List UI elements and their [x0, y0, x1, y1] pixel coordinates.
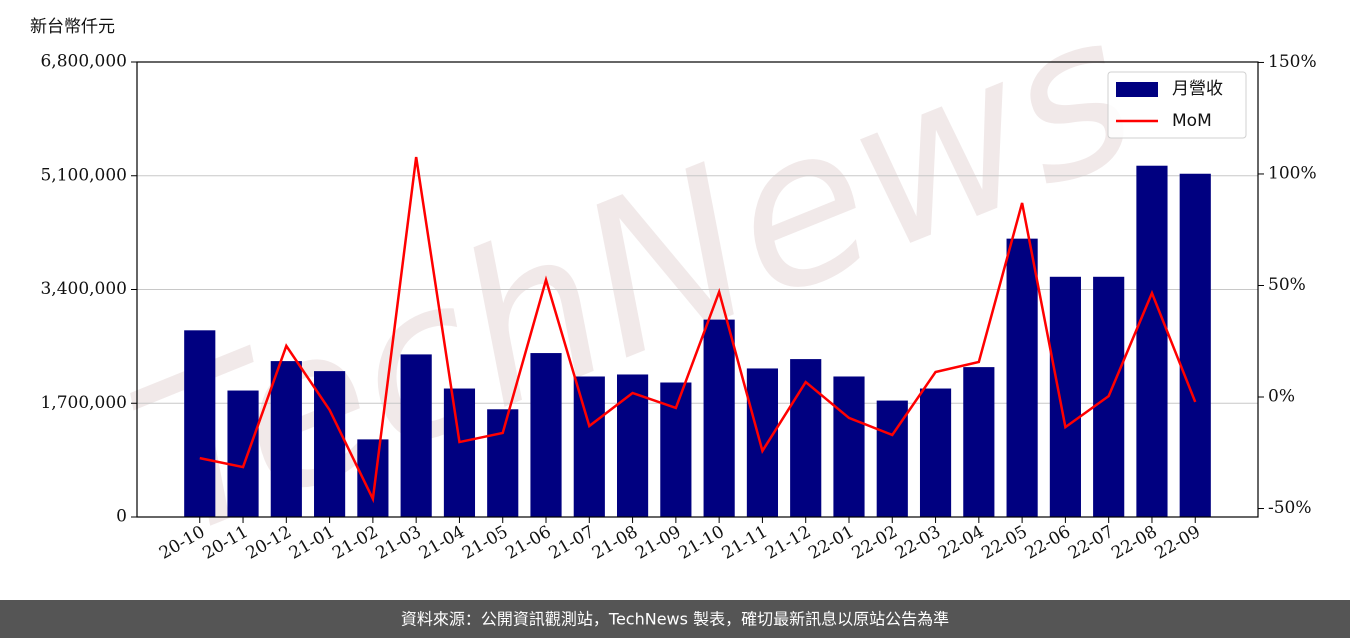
- bar: [1179, 173, 1211, 517]
- x-tick-label: 21-05: [459, 522, 511, 564]
- y2-tick-label: 150%: [1268, 52, 1317, 72]
- bar: [660, 382, 692, 517]
- y-tick-label: 6,800,000: [40, 52, 127, 72]
- x-tick-label: 22-04: [935, 522, 987, 564]
- bar: [573, 376, 605, 517]
- x-tick-label: 21-10: [675, 522, 727, 564]
- bar: [184, 330, 216, 517]
- bar: [616, 374, 649, 517]
- footer: 資料來源：公開資訊觀測站，TechNews 製表，確切最新訊息以原站公告為準: [401, 610, 949, 629]
- x-tick-label: 21-12: [762, 522, 814, 564]
- x-tick-label: 21-11: [719, 522, 771, 564]
- y2-tick-label: 100%: [1268, 163, 1317, 183]
- x-tick-label: 22-03: [892, 522, 944, 564]
- x-tick-label: 22-06: [1022, 522, 1074, 564]
- bar: [919, 388, 952, 517]
- x-tick-label: 21-08: [589, 522, 641, 564]
- bar: [703, 319, 735, 517]
- legend-label: 月營收: [1172, 79, 1223, 99]
- bar: [1136, 165, 1168, 517]
- line: [199, 156, 1197, 504]
- bar: [487, 409, 519, 517]
- y-tick-label: 5,100,000: [40, 165, 127, 185]
- bar: [400, 354, 432, 517]
- bar: [833, 376, 865, 517]
- x-tick-label: 22-01: [805, 522, 857, 564]
- bar: [443, 388, 476, 517]
- x-tick-label: 21-06: [502, 522, 554, 564]
- bar: [530, 353, 562, 517]
- x-tick-label: 22-07: [1065, 522, 1117, 564]
- x-tick-label: 21-03: [372, 522, 424, 564]
- y-tick-label: 0: [116, 507, 127, 527]
- bar: [963, 367, 995, 517]
- y-axis-label: 新台幣仟元: [30, 17, 115, 37]
- y2-tick-label: -50%: [1268, 498, 1312, 518]
- x-tick-label: 21-09: [632, 522, 684, 564]
- legend-label: MoM: [1172, 111, 1212, 131]
- x-tick-label: 21-07: [546, 522, 598, 564]
- bar: [227, 390, 259, 517]
- x-tick-label: 21-04: [416, 522, 468, 564]
- y-tick-label: 1,700,000: [40, 393, 127, 413]
- bar: [1049, 276, 1081, 517]
- y2-tick-label: 0%: [1268, 387, 1295, 407]
- legend-swatch: [1116, 82, 1158, 97]
- y-tick-label: 3,400,000: [40, 279, 127, 299]
- x-tick-label: 22-08: [1108, 522, 1160, 564]
- bar: [790, 359, 822, 517]
- bar: [270, 361, 302, 517]
- x-tick-label: 22-02: [849, 522, 901, 564]
- x-tick-label: 22-05: [978, 522, 1030, 564]
- bar: [746, 368, 779, 517]
- x-tick-label: 22-09: [1152, 522, 1204, 564]
- footer-bar: [0, 600, 1350, 638]
- plot-frame: [136, 61, 1259, 518]
- bar: [1006, 238, 1038, 517]
- y2-tick-label: 50%: [1268, 275, 1306, 295]
